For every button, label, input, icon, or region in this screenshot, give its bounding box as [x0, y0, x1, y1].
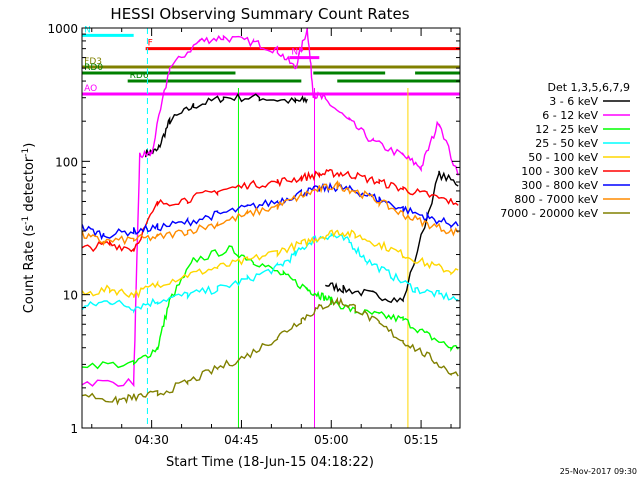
- timestamp: 25-Nov-2017 09:30: [560, 467, 637, 476]
- x-tick-label: 04:30: [134, 433, 169, 447]
- legend-entry: 6 - 12 keV: [542, 109, 598, 122]
- flag-label: FD3: [84, 57, 102, 67]
- x-tick-label: 05:00: [314, 433, 349, 447]
- legend-entry: 7000 - 20000 keV: [500, 207, 598, 220]
- flag-label: NP: [291, 48, 304, 58]
- legend-entry: 25 - 50 keV: [535, 137, 598, 150]
- plot-frame: [81, 27, 461, 429]
- series-line-3: [81, 232, 459, 314]
- series-line-5: [81, 168, 459, 253]
- y-axis-label-sup2: -1: [21, 148, 31, 157]
- x-tick-label: 04:45: [224, 433, 259, 447]
- flag-label: RD0: [84, 63, 103, 73]
- y-tick-label: 1: [70, 422, 78, 436]
- legend-entry: 100 - 300 keV: [521, 165, 598, 178]
- y-tick-label: 100: [55, 155, 78, 169]
- legend-entry: 3 - 6 keV: [549, 95, 598, 108]
- y-axis-label-mid: detector: [22, 156, 37, 216]
- vertical-markers: [146, 28, 409, 428]
- y-tick-label: 10: [63, 289, 78, 303]
- y-axis-label-main: Count Rate (s: [22, 225, 37, 314]
- y-axis: 1000 100 10 1: [47, 22, 460, 436]
- x-axis: 04:30 04:45 05:00 05:15: [91, 28, 452, 447]
- series-line-8: [82, 296, 459, 406]
- series-line-2: [82, 245, 459, 370]
- series-lines: [81, 27, 459, 406]
- series-line-7: [81, 180, 459, 247]
- legend-entry: 800 - 7000 keV: [514, 193, 598, 206]
- flag-label: F: [148, 39, 153, 49]
- legend-entry: 12 - 25 keV: [535, 123, 598, 136]
- y-axis-label-sup1: -1: [21, 216, 31, 225]
- flag-label: AO: [84, 84, 97, 94]
- x-axis-label: Start Time (18-Jun-15 04:18:22): [166, 455, 374, 470]
- series-line-4: [81, 229, 459, 299]
- series-line-6: [81, 181, 459, 241]
- y-axis-label-end: ): [22, 143, 37, 148]
- y-tick-label: 1000: [47, 22, 78, 36]
- flag-label: N: [84, 25, 91, 35]
- series-line-1: [81, 27, 459, 388]
- chart-title: HESSI Observing Summary Count Rates: [110, 5, 409, 23]
- x-tick-label: 05:15: [404, 433, 439, 447]
- flag-label: RD6: [130, 71, 149, 81]
- legend-entry: 50 - 100 keV: [528, 151, 598, 164]
- legend-title: Det 1,3,5,6,7,9: [547, 81, 630, 94]
- series-line-0: [144, 92, 459, 304]
- legend-entry: 300 - 800 keV: [521, 179, 598, 192]
- y-axis-label: Count Rate (s-1 detector-1): [21, 143, 37, 314]
